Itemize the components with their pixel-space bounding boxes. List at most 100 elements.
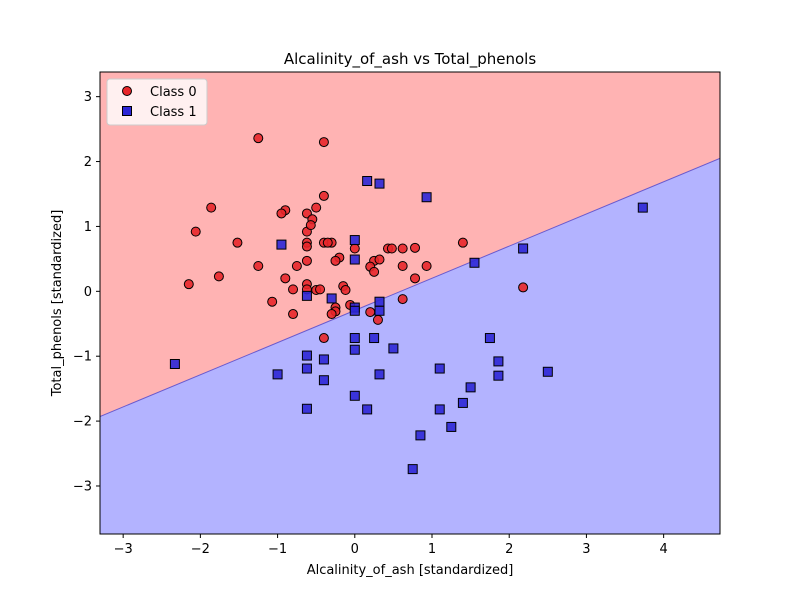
data-point-class-0 (374, 254, 385, 265)
data-point-class-1 (374, 305, 385, 316)
data-point-class-0 (288, 309, 299, 320)
x-tick-label: −2 (191, 542, 210, 557)
data-point-class-1 (493, 370, 504, 381)
data-point-class-0 (315, 284, 326, 295)
y-tick-label: −1 (73, 350, 92, 365)
data-point-class-1 (446, 421, 457, 432)
data-point-class-0 (372, 314, 383, 325)
data-point-class-0 (397, 261, 408, 272)
data-point-class-0 (280, 273, 291, 284)
points-layer (169, 133, 648, 475)
data-point-class-0 (386, 243, 397, 254)
data-point-class-0 (410, 242, 421, 253)
legend: Class 0 Class 1 (106, 78, 208, 126)
data-point-class-1 (349, 254, 360, 265)
data-point-class-0 (369, 266, 380, 277)
y-tick-label: 1 (84, 220, 92, 235)
data-point-class-0 (232, 237, 243, 248)
data-point-class-0 (267, 296, 278, 307)
data-point-class-1 (434, 363, 445, 374)
y-tick-label: −3 (73, 479, 92, 494)
data-point-class-1 (637, 202, 648, 213)
data-point-class-0 (288, 284, 299, 295)
legend-label-class-0: Class 0 (150, 85, 197, 100)
x-tick-label: 1 (428, 542, 436, 557)
data-point-class-1 (362, 176, 373, 187)
data-point-class-1 (272, 369, 283, 380)
data-point-class-1 (349, 235, 360, 246)
data-point-class-0 (305, 220, 316, 231)
legend-label-class-1: Class 1 (150, 105, 197, 120)
x-tick-label: 2 (505, 542, 513, 557)
data-point-class-1 (421, 192, 432, 203)
x-axis-ticks: −3 −2 −1 0 1 2 3 4 (114, 534, 668, 557)
data-point-class-1 (326, 293, 337, 304)
y-axis-label: Total_phenols [standardized] (50, 210, 65, 398)
data-point-class-0 (340, 285, 351, 296)
chart-title: Alcalinity_of_ash vs Total_phenols (284, 50, 536, 69)
data-point-class-0 (349, 243, 360, 254)
decision-boundary-line (100, 157, 720, 418)
region-class-0 (100, 72, 720, 417)
data-point-class-1 (469, 257, 480, 268)
data-point-class-0 (318, 333, 329, 344)
data-point-class-0 (190, 226, 201, 237)
data-point-class-1 (369, 333, 380, 344)
legend-marker-class-1 (122, 106, 132, 116)
data-point-class-1 (349, 333, 360, 344)
data-point-class-0 (330, 255, 341, 266)
data-point-class-1 (542, 366, 553, 377)
data-point-class-1 (169, 358, 180, 369)
data-point-class-1 (465, 382, 476, 393)
data-point-class-0 (410, 273, 421, 284)
data-point-class-0 (206, 202, 217, 213)
data-point-class-1 (415, 430, 426, 441)
y-tick-label: 3 (84, 90, 92, 105)
data-point-class-0 (311, 202, 322, 213)
data-point-class-1 (407, 464, 418, 475)
data-point-class-0 (397, 243, 408, 254)
plot-area (100, 72, 720, 534)
data-point-class-1 (349, 390, 360, 401)
data-point-class-0 (301, 241, 312, 252)
data-point-class-1 (362, 404, 373, 415)
data-point-class-0 (421, 261, 432, 272)
x-tick-label: −1 (268, 542, 287, 557)
data-point-class-0 (326, 309, 337, 320)
data-point-class-1 (518, 243, 529, 254)
region-class-1 (100, 158, 720, 534)
data-point-class-1 (276, 239, 287, 250)
x-tick-label: 4 (659, 542, 667, 557)
data-point-class-0 (318, 190, 329, 201)
data-point-class-1 (457, 397, 468, 408)
data-point-class-1 (374, 178, 385, 189)
data-point-class-1 (318, 375, 329, 386)
data-point-class-1 (301, 350, 312, 361)
data-point-class-0 (253, 261, 264, 272)
data-point-class-1 (493, 356, 504, 367)
data-point-class-1 (388, 343, 399, 354)
data-point-class-0 (397, 294, 408, 305)
y-tick-label: 2 (84, 155, 92, 170)
data-point-class-0 (518, 282, 529, 293)
data-point-class-1 (318, 354, 329, 365)
data-point-class-1 (301, 290, 312, 301)
data-point-class-0 (291, 261, 302, 272)
data-point-class-1 (301, 363, 312, 374)
data-point-class-0 (322, 237, 333, 248)
data-point-class-1 (301, 403, 312, 414)
data-point-class-0 (457, 237, 468, 248)
x-tick-label: 3 (582, 542, 590, 557)
data-point-class-0 (213, 271, 224, 282)
data-point-class-0 (301, 255, 312, 266)
data-point-class-1 (349, 305, 360, 316)
x-axis-label: Alcalinity_of_ash [standardized] (307, 563, 514, 578)
data-point-class-0 (183, 279, 194, 290)
y-axis-ticks: −3 −2 −1 0 1 2 3 (73, 90, 100, 494)
data-point-class-0 (253, 133, 264, 144)
data-point-class-1 (349, 344, 360, 355)
y-tick-label: 0 (84, 285, 92, 300)
data-point-class-0 (318, 137, 329, 148)
x-tick-label: −3 (114, 542, 133, 557)
